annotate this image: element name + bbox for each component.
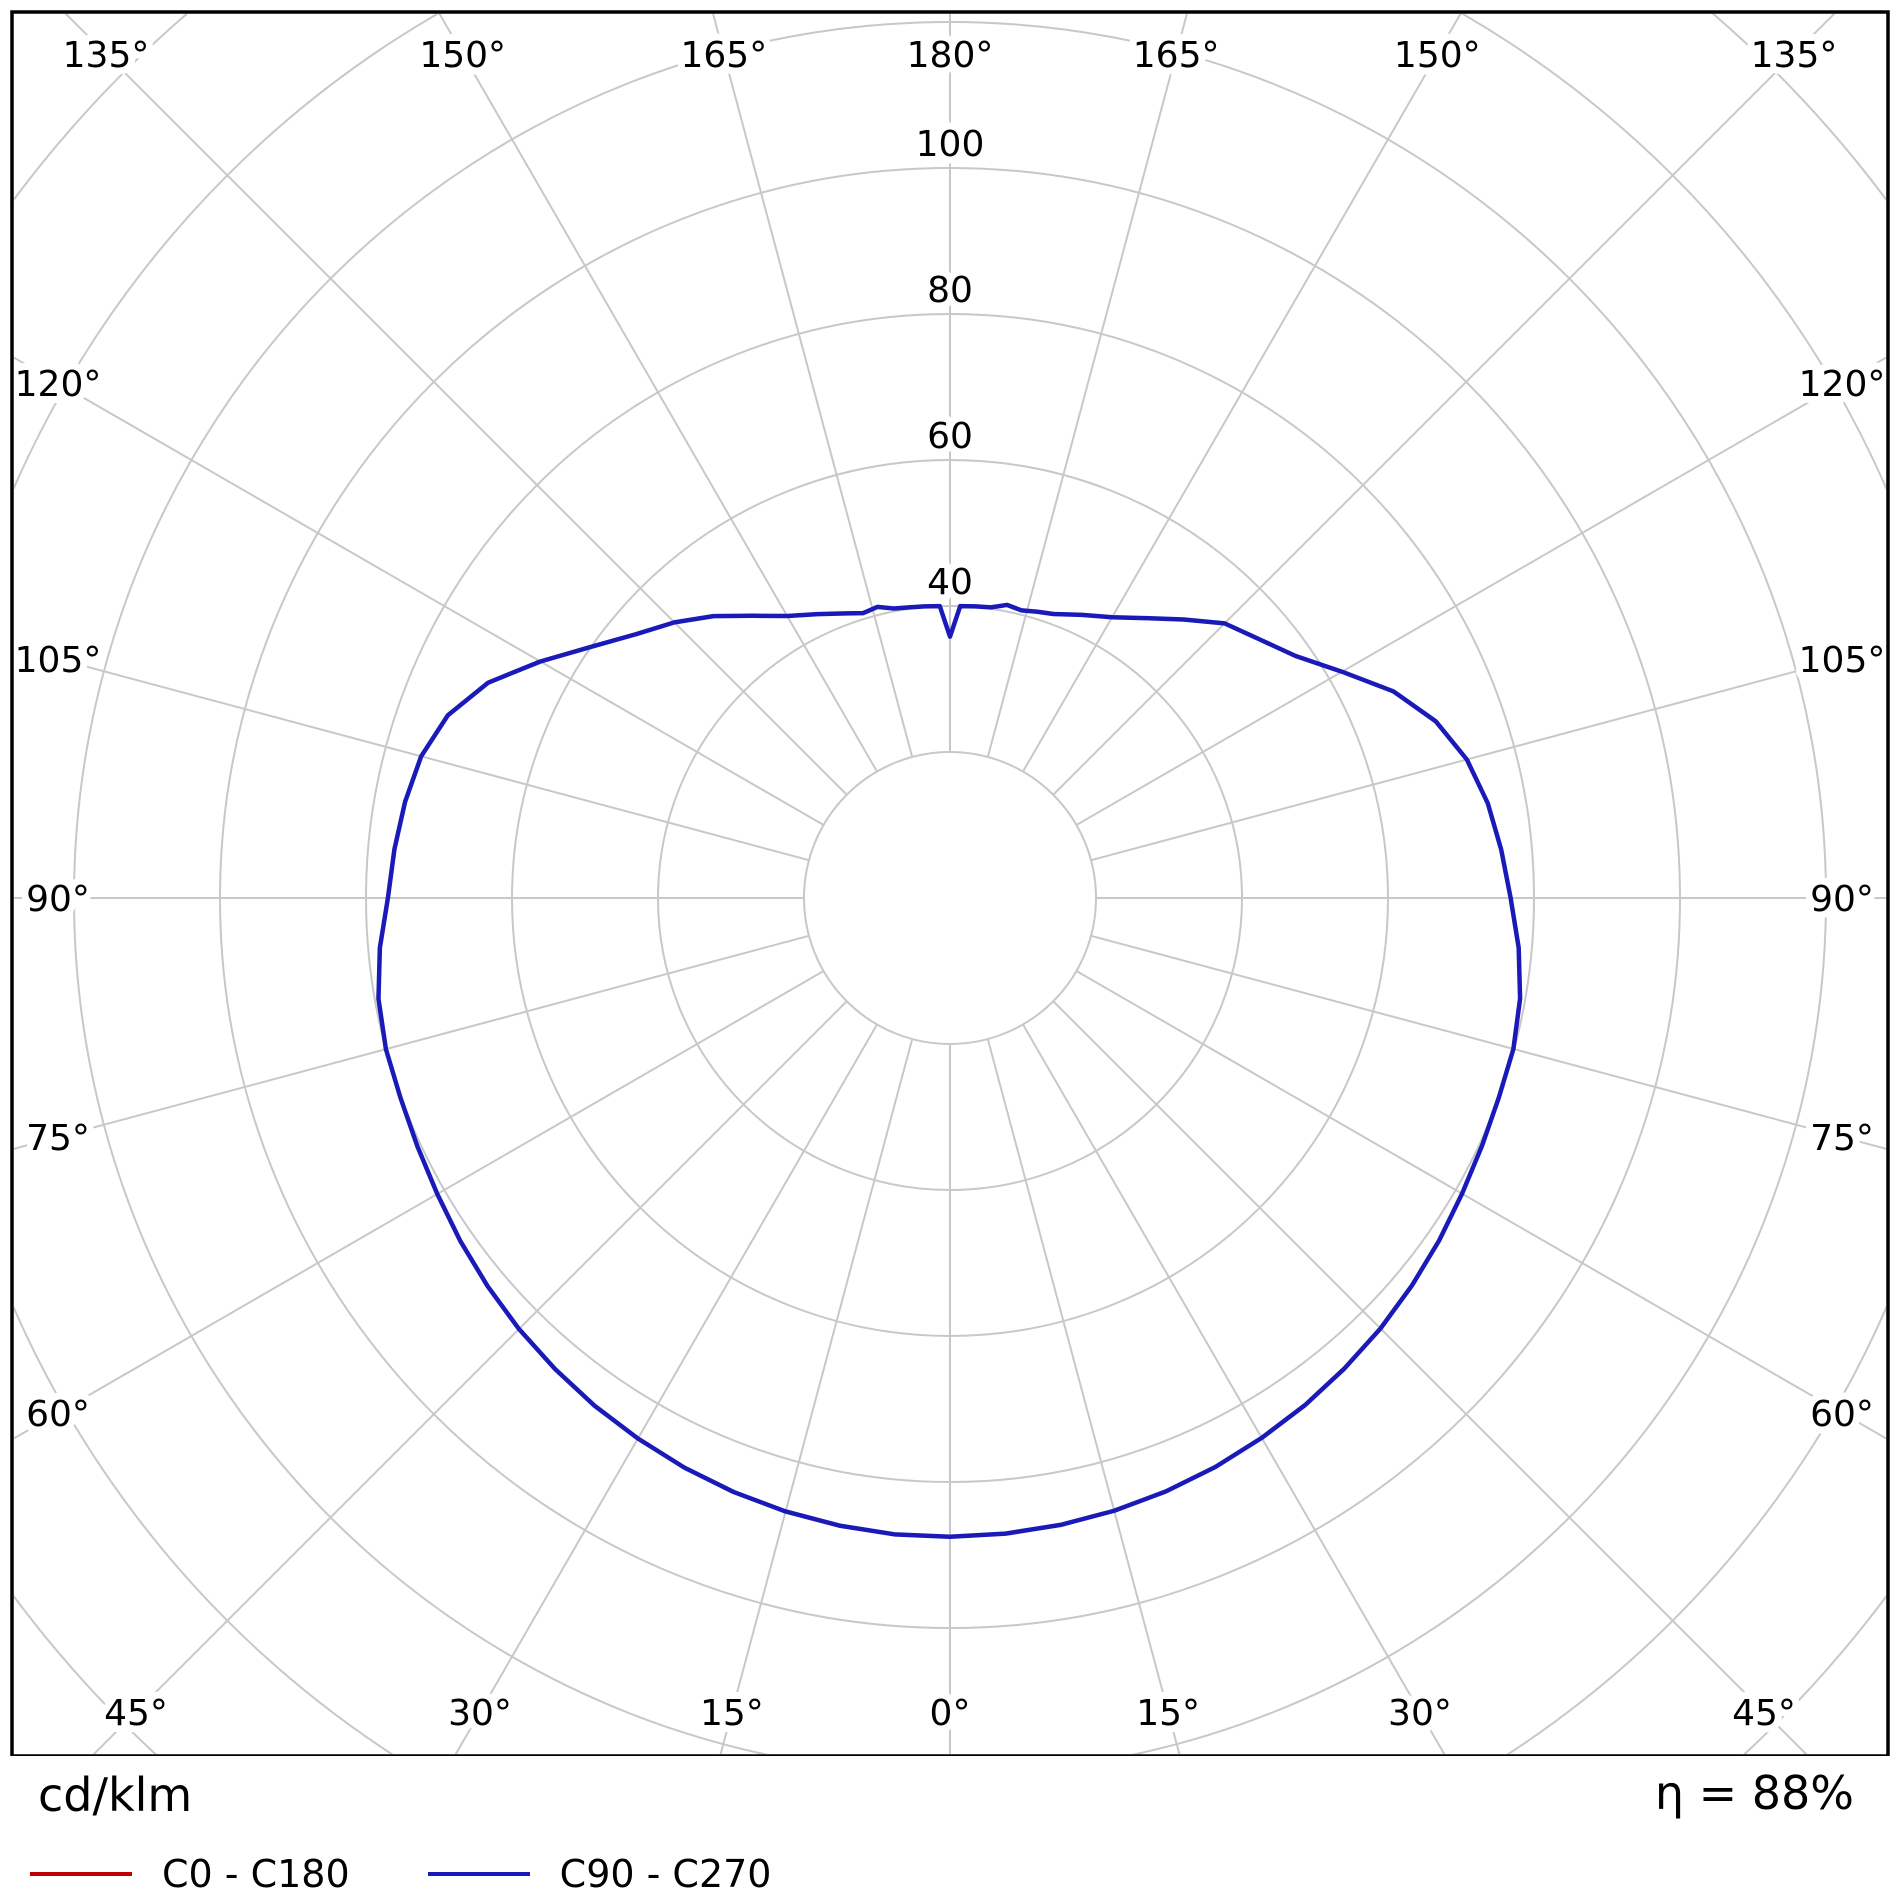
angle-label-120-left: 120° xyxy=(15,364,102,405)
grid-radial-line xyxy=(1022,14,1462,773)
angle-label-90-right: 90° xyxy=(1810,879,1874,920)
ring-value-label-60: 60 xyxy=(927,416,973,457)
grid-radial-line xyxy=(1090,934,1886,1150)
angle-label-165-right: 165° xyxy=(1133,35,1220,76)
polar-grid xyxy=(14,14,1886,1754)
grid-radial-line xyxy=(92,1000,848,1754)
angle-label-165-left: 165° xyxy=(680,35,767,76)
angle-label-120-right: 120° xyxy=(1799,364,1886,405)
grid-radial-line xyxy=(14,934,810,1150)
angle-label-30-right: 30° xyxy=(1388,1693,1452,1734)
angle-label-135-left: 135° xyxy=(63,35,150,76)
grid-radial-line xyxy=(1090,646,1886,862)
legend-label-c0-c180: C0 - C180 xyxy=(162,1852,350,1896)
efficiency-value: η = 88% xyxy=(1654,1766,1854,1820)
angle-label-105-right: 105° xyxy=(1799,640,1886,681)
legend: C0 - C180 C90 - C270 xyxy=(30,1852,771,1896)
grid-radial-line xyxy=(1075,356,1886,826)
legend-label-c90-c270: C90 - C270 xyxy=(559,1852,772,1896)
angle-label-60-left: 60° xyxy=(26,1394,90,1435)
angle-label-0: 0° xyxy=(930,1693,971,1734)
angle-label-135-right: 135° xyxy=(1751,35,1838,76)
chart-footer: cd/klm η = 88% C0 - C180 C90 - C270 xyxy=(0,1756,1900,1900)
grid-radial-line xyxy=(14,646,810,862)
grid-radial-line xyxy=(64,14,848,796)
angle-label-15-left: 15° xyxy=(700,1693,764,1734)
c0-c180-line-swatch xyxy=(30,1872,132,1876)
angle-label-45-right: 45° xyxy=(1732,1693,1796,1734)
angle-label-45-left: 45° xyxy=(104,1693,168,1734)
grid-radial-line xyxy=(1052,1000,1808,1754)
angle-label-75-right: 75° xyxy=(1810,1118,1874,1159)
angle-label-105-left: 105° xyxy=(15,640,102,681)
ring-value-label-100: 100 xyxy=(916,124,985,165)
grid-radial-line xyxy=(14,970,825,1440)
grid-radial-line xyxy=(986,1038,1181,1754)
grid-radial-line xyxy=(1075,970,1886,1440)
grid-radial-line xyxy=(14,356,825,826)
angle-label-30-left: 30° xyxy=(448,1693,512,1734)
grid-radial-line xyxy=(1022,1023,1446,1754)
grid-radial-line xyxy=(454,1023,878,1754)
polar-chart-canvas: 40 60 80 100 0° 15° 15° 30° 30° 45° 45° 60° 60° 75° 75… xyxy=(10,10,1890,1758)
ring-value-label-80: 80 xyxy=(927,270,973,311)
grid-radial-line xyxy=(438,14,878,773)
angle-label-150-right: 150° xyxy=(1394,35,1481,76)
c90-c270-line-swatch xyxy=(427,1872,530,1876)
angle-label-150-left: 150° xyxy=(419,35,506,76)
angle-label-90-left: 90° xyxy=(26,879,90,920)
angle-label-15-right: 15° xyxy=(1136,1693,1200,1734)
c90-c270-curve xyxy=(376,602,1523,1539)
grid-radial-line xyxy=(712,14,914,758)
legend-item-c90-c270: C90 - C270 xyxy=(427,1852,772,1896)
angle-label-60-right: 60° xyxy=(1810,1394,1874,1435)
grid-radial-line xyxy=(719,1038,914,1754)
legend-item-c0-c180: C0 - C180 xyxy=(30,1852,350,1896)
angle-label-75-left: 75° xyxy=(26,1118,90,1159)
grid-radial-line xyxy=(986,14,1188,758)
ring-value-label-40: 40 xyxy=(927,562,973,603)
units-label: cd/klm xyxy=(38,1768,193,1822)
grid-radial-line xyxy=(1052,14,1836,796)
angle-label-180: 180° xyxy=(907,35,994,76)
